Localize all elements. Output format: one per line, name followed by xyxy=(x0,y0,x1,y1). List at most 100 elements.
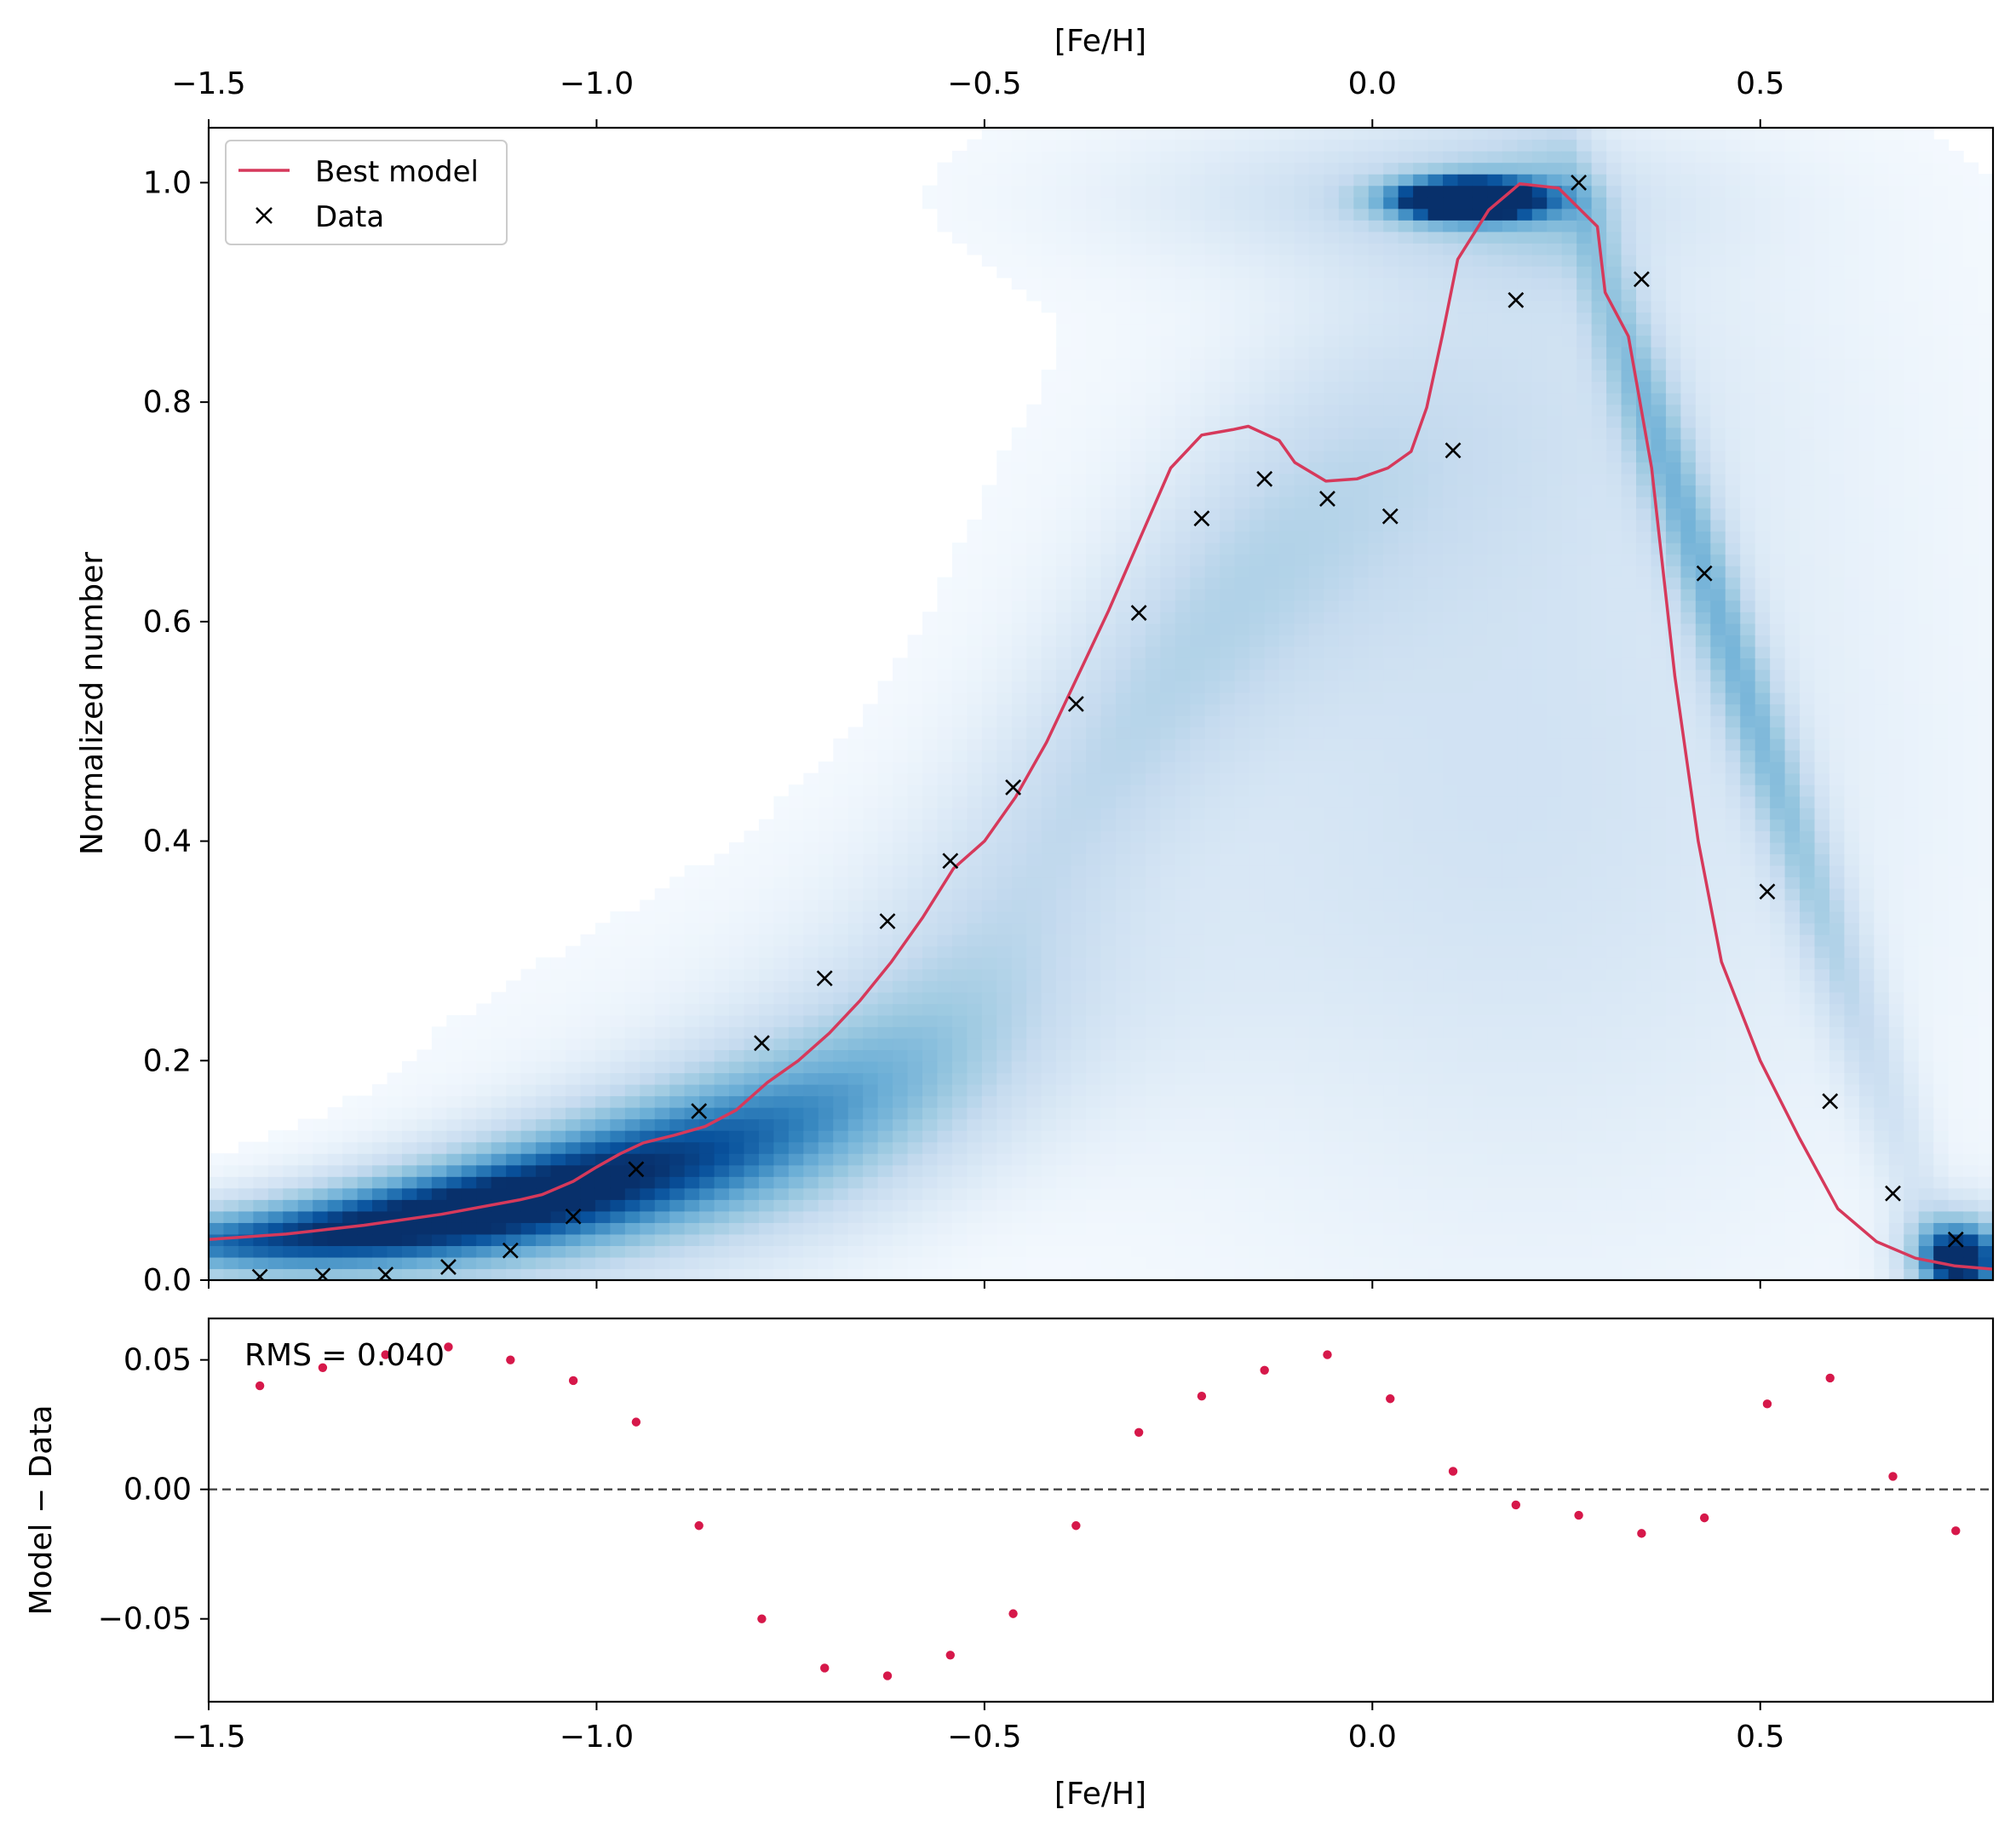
heatmap-cell xyxy=(491,1130,507,1143)
heatmap-cell xyxy=(1056,554,1072,566)
heatmap-cell xyxy=(1279,692,1295,705)
heatmap-cell xyxy=(520,1164,537,1177)
heatmap-cell xyxy=(1071,566,1087,578)
heatmap-cell xyxy=(1413,796,1429,808)
heatmap-cell xyxy=(1264,162,1280,175)
heatmap-cell xyxy=(863,934,879,947)
heatmap-cell xyxy=(1041,853,1057,866)
heatmap-cell xyxy=(1234,715,1250,728)
heatmap-cell xyxy=(1294,1107,1310,1120)
heatmap-cell xyxy=(1130,934,1146,947)
heatmap-cell xyxy=(1204,473,1221,486)
heatmap-cell xyxy=(1413,185,1429,198)
heatmap-cell xyxy=(1353,1153,1370,1166)
heatmap-cell xyxy=(1011,554,1027,566)
heatmap-cell xyxy=(1353,439,1370,451)
heatmap-cell xyxy=(223,1222,239,1235)
heatmap-cell xyxy=(580,1014,596,1027)
heatmap-cell xyxy=(1368,612,1384,624)
heatmap-cell xyxy=(1443,197,1459,210)
heatmap-cell xyxy=(967,1003,983,1016)
heatmap-cell xyxy=(610,1003,626,1016)
heatmap-cell xyxy=(937,796,953,808)
heatmap-cell xyxy=(1398,473,1414,486)
heatmap-cell xyxy=(1145,750,1161,762)
heatmap-cell xyxy=(1413,669,1429,682)
heatmap-cell xyxy=(729,1049,745,1062)
heatmap-cell xyxy=(1041,1153,1057,1166)
heatmap-cell xyxy=(594,1176,611,1189)
heatmap-cell xyxy=(967,911,983,924)
heatmap-cell xyxy=(1427,220,1444,233)
heatmap-cell xyxy=(209,1222,225,1235)
heatmap-cell xyxy=(1100,658,1117,670)
heatmap-cell xyxy=(654,922,670,935)
heatmap-cell xyxy=(877,980,893,993)
heatmap-cell xyxy=(1011,450,1027,462)
heatmap-cell xyxy=(1204,1083,1221,1097)
heatmap-cell xyxy=(1383,1199,1399,1212)
heatmap-cell xyxy=(1457,393,1473,405)
heatmap-cell xyxy=(1145,1199,1161,1212)
heatmap-cell xyxy=(684,1245,700,1258)
heatmap-cell xyxy=(1413,231,1429,244)
heatmap-cell xyxy=(997,853,1013,866)
heatmap-cell xyxy=(1279,370,1295,382)
heatmap-cell xyxy=(1308,773,1324,785)
heatmap-cell xyxy=(1115,1233,1132,1247)
heatmap-cell xyxy=(610,1176,626,1189)
heatmap-cell xyxy=(907,635,923,647)
heatmap-cell xyxy=(1056,1210,1072,1223)
heatmap-cell xyxy=(550,1095,566,1108)
heatmap-cell xyxy=(951,784,968,797)
heatmap-cell xyxy=(833,1210,849,1223)
heatmap-cell xyxy=(1324,289,1340,302)
heatmap-cell xyxy=(1086,1014,1102,1027)
heatmap-cell xyxy=(1324,139,1340,152)
heatmap-cell xyxy=(1398,139,1414,152)
heatmap-cell xyxy=(1427,612,1444,624)
heatmap-cell xyxy=(491,1026,507,1039)
heatmap-cell xyxy=(313,1187,329,1200)
heatmap-cell xyxy=(1338,807,1354,820)
heatmap-cell xyxy=(951,761,968,774)
heatmap-cell xyxy=(1234,1256,1250,1270)
heatmap-cell xyxy=(1368,1037,1384,1050)
heatmap-cell xyxy=(1279,623,1295,635)
heatmap-cell xyxy=(1443,185,1459,198)
heatmap-cell xyxy=(1338,543,1354,555)
heatmap-cell xyxy=(1443,1037,1459,1050)
heatmap-cell xyxy=(1086,1003,1102,1016)
heatmap-cell xyxy=(327,1153,343,1166)
heatmap-cell xyxy=(1115,162,1132,175)
heatmap-cell xyxy=(1190,658,1206,670)
heatmap-cell xyxy=(1056,830,1072,843)
heatmap-cell xyxy=(1249,508,1266,520)
heatmap-cell xyxy=(1115,254,1132,267)
heatmap-cell xyxy=(1383,231,1399,244)
heatmap-cell xyxy=(1145,727,1161,739)
heatmap-cell xyxy=(1324,899,1340,912)
heatmap-cell xyxy=(1383,370,1399,382)
heatmap-cell xyxy=(506,1060,522,1074)
heatmap-cell xyxy=(1413,220,1429,233)
heatmap-cell xyxy=(1338,1164,1354,1177)
heatmap-cell xyxy=(1338,887,1354,901)
heatmap-cell xyxy=(1145,162,1161,175)
heatmap-cell xyxy=(610,1049,626,1062)
heatmap-cell xyxy=(566,1141,582,1154)
heatmap-cell xyxy=(1234,254,1250,267)
heatmap-cell xyxy=(1100,335,1117,347)
heatmap-cell xyxy=(1368,681,1384,693)
heatmap-cell xyxy=(1234,520,1250,532)
heatmap-cell xyxy=(833,864,849,878)
heatmap-cell xyxy=(1175,646,1191,658)
heatmap-cell xyxy=(833,922,849,935)
heatmap-cell xyxy=(476,1083,492,1097)
heatmap-cell xyxy=(1249,1176,1266,1189)
heatmap-cell xyxy=(967,1060,983,1074)
heatmap-cell xyxy=(1056,635,1072,647)
heatmap-cell xyxy=(981,1222,997,1235)
heatmap-cell xyxy=(684,911,700,924)
heatmap-cell xyxy=(1279,1118,1295,1131)
